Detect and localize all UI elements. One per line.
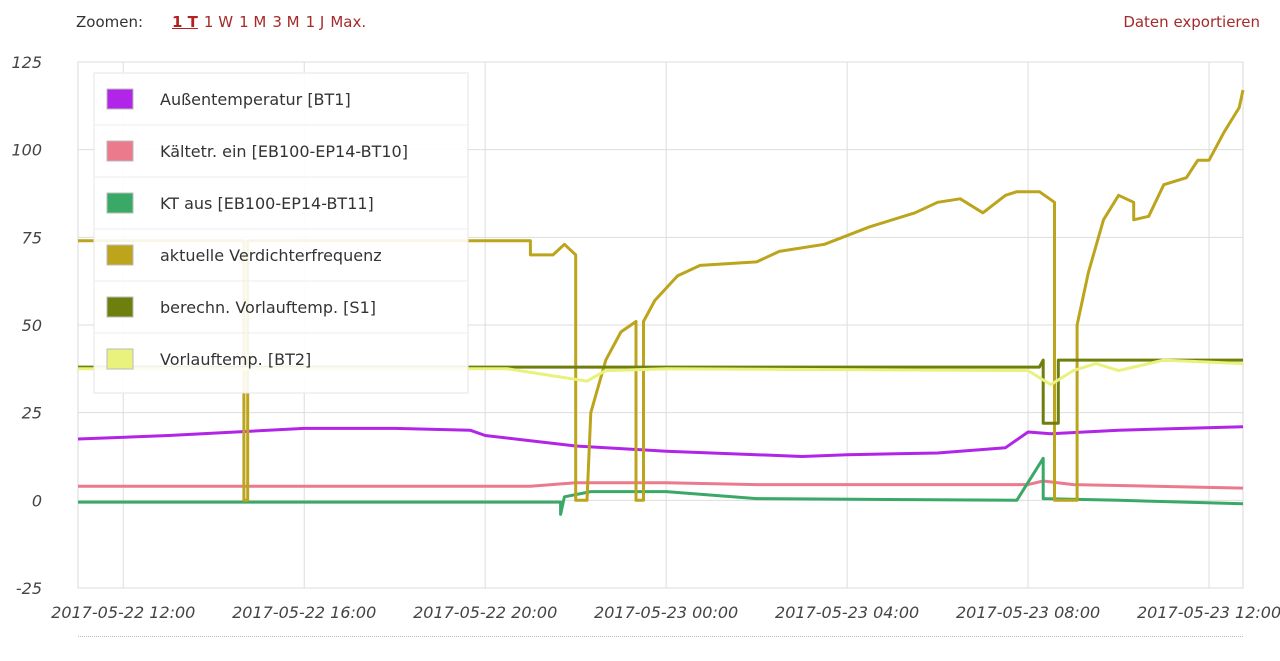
y-tick-label: 0 xyxy=(32,491,42,510)
x-tick-label: 2017-05-23 08:00 xyxy=(956,603,1100,622)
series-line-4 xyxy=(78,358,1243,425)
x-tick-label: 2017-05-22 16:00 xyxy=(232,603,376,622)
x-tick-label: 2017-05-23 12:00 xyxy=(1137,603,1280,622)
y-tick-label: 125 xyxy=(11,53,42,72)
zoom-option-3-m[interactable]: 3 M xyxy=(272,13,300,31)
y-axis: 125 100 75 50 25 0 -25 xyxy=(11,53,42,598)
y-tick-label: 50 xyxy=(22,316,42,335)
y-tick-label: 75 xyxy=(22,228,42,247)
x-axis: 2017-05-22 12:00 2017-05-22 16:00 2017-05-… xyxy=(51,603,1280,622)
bottom-divider xyxy=(78,636,1243,637)
zoom-option-1-t[interactable]: 1 T xyxy=(172,13,198,31)
zoom-option-1-j[interactable]: 1 J xyxy=(305,13,325,31)
x-tick-label: 2017-05-22 20:00 xyxy=(413,603,557,622)
legend-entry-label: KT aus [EB100-EP14-BT11] xyxy=(160,194,374,213)
series-line-1 xyxy=(78,479,1244,490)
chart-legend: Außentemperatur [BT1] Kältetr. ein [EB100… xyxy=(93,72,469,394)
legend-entry-label: Vorlauftemp. [BT2] xyxy=(160,350,311,369)
legend-swatch xyxy=(106,88,134,110)
legend-entry-label: aktuelle Verdichterfrequenz xyxy=(160,246,382,265)
legend-swatch xyxy=(106,140,134,162)
chart-toolbar: Zoomen: 1 T 1 W 1 M 3 M 1 J Max. Daten export… xyxy=(0,0,1280,40)
series-line-3 xyxy=(78,89,1245,502)
legend-swatch xyxy=(106,192,134,214)
y-tick-label: -25 xyxy=(16,579,42,598)
y-tick-label: 100 xyxy=(11,141,42,160)
legend-swatch xyxy=(106,296,134,318)
legend-swatch xyxy=(106,348,134,370)
x-tick-label: 2017-05-23 00:00 xyxy=(594,603,738,622)
export-data-link[interactable]: Daten exportieren xyxy=(1123,13,1260,31)
legend-swatch xyxy=(106,244,134,266)
zoom-label: Zoomen: xyxy=(76,13,144,31)
zoom-option-1-m[interactable]: 1 M xyxy=(239,13,267,31)
y-tick-label: 25 xyxy=(22,404,42,423)
zoom-option-1-w[interactable]: 1 W xyxy=(203,13,234,31)
legend-entry-label: berechn. Vorlauftemp. [S1] xyxy=(160,298,376,317)
series-layer xyxy=(77,89,1245,516)
legend-box xyxy=(93,72,469,394)
legend-entry-label: Außentemperatur [BT1] xyxy=(160,90,351,109)
legend-entry-label: Kältetr. ein [EB100-EP14-BT10] xyxy=(160,142,408,161)
zoom-option-max[interactable]: Max. xyxy=(330,13,367,31)
series-line-0 xyxy=(77,425,1244,458)
zoom-options: 1 T 1 W 1 M 3 M 1 J Max. xyxy=(172,13,372,31)
x-tick-label: 2017-05-23 04:00 xyxy=(775,603,919,622)
series-line-5 xyxy=(78,358,1244,387)
x-tick-label: 2017-05-22 12:00 xyxy=(51,603,195,622)
